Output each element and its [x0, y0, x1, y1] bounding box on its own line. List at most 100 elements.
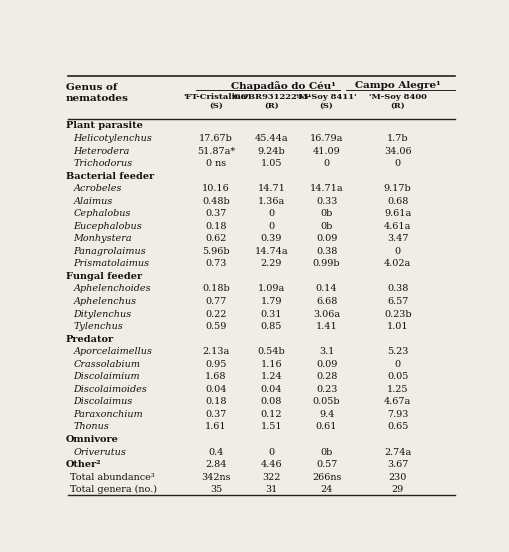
Text: 2.84: 2.84: [205, 460, 226, 469]
Text: 4.67a: 4.67a: [383, 397, 411, 406]
Text: 1.61: 1.61: [205, 422, 227, 432]
Text: 342ns: 342ns: [201, 473, 230, 481]
Text: 9.17b: 9.17b: [383, 184, 411, 193]
Text: 0.57: 0.57: [315, 460, 336, 469]
Text: 0.68: 0.68: [386, 197, 408, 206]
Text: 5.96b: 5.96b: [202, 247, 229, 256]
Text: 0.4: 0.4: [208, 448, 223, 457]
Text: 0.09: 0.09: [315, 235, 336, 243]
Text: 0.77: 0.77: [205, 297, 226, 306]
Text: Alaimus: Alaimus: [73, 197, 113, 206]
Text: 0.54b: 0.54b: [257, 347, 285, 356]
Text: 6.68: 6.68: [315, 297, 336, 306]
Text: 0: 0: [323, 159, 329, 168]
Text: Fungal feeder: Fungal feeder: [66, 272, 142, 281]
Text: 1.01: 1.01: [386, 322, 408, 331]
Text: 1.36a: 1.36a: [257, 197, 285, 206]
Text: 0.85: 0.85: [260, 322, 281, 331]
Text: 0.23b: 0.23b: [383, 310, 411, 319]
Text: 0.28: 0.28: [315, 372, 336, 381]
Text: 0b: 0b: [320, 448, 332, 457]
Text: 17.67b: 17.67b: [199, 134, 233, 143]
Text: 0: 0: [268, 209, 274, 218]
Text: Aphelenchus: Aphelenchus: [73, 297, 136, 306]
Text: 29: 29: [391, 485, 403, 494]
Text: Campo Alegre¹: Campo Alegre¹: [354, 81, 440, 89]
Text: 0 ns: 0 ns: [206, 159, 225, 168]
Text: 0: 0: [268, 448, 274, 457]
Text: 3.1: 3.1: [318, 347, 333, 356]
Text: 0: 0: [394, 247, 400, 256]
Text: Predator: Predator: [66, 335, 114, 344]
Text: 'GOBR93122243'
(R): 'GOBR93122243' (R): [231, 93, 310, 110]
Text: 0.08: 0.08: [260, 397, 281, 406]
Text: 0.65: 0.65: [386, 422, 408, 432]
Text: 0.22: 0.22: [205, 310, 226, 319]
Text: 0.38: 0.38: [386, 284, 408, 294]
Text: 2.74a: 2.74a: [383, 448, 411, 457]
Text: 7.93: 7.93: [386, 410, 408, 419]
Text: 0.12: 0.12: [260, 410, 281, 419]
Text: 230: 230: [388, 473, 406, 481]
Text: 4.61a: 4.61a: [383, 222, 411, 231]
Text: Helicotylenchus: Helicotylenchus: [73, 134, 152, 143]
Text: 1.79: 1.79: [260, 297, 281, 306]
Text: 0.33: 0.33: [315, 197, 336, 206]
Text: 51.87a*: 51.87a*: [196, 147, 235, 156]
Text: 0.38: 0.38: [315, 247, 336, 256]
Text: 31: 31: [265, 485, 277, 494]
Text: 14.71a: 14.71a: [309, 184, 343, 193]
Text: 3.06a: 3.06a: [313, 310, 340, 319]
Text: 0.09: 0.09: [315, 360, 336, 369]
Text: 10.16: 10.16: [202, 184, 230, 193]
Text: 322: 322: [262, 473, 280, 481]
Text: Prismatolaimus: Prismatolaimus: [73, 259, 150, 268]
Text: Discolaimium: Discolaimium: [73, 372, 140, 381]
Text: Total genera (no.): Total genera (no.): [70, 485, 156, 494]
Text: 1.7b: 1.7b: [386, 134, 408, 143]
Text: 2.29: 2.29: [260, 259, 281, 268]
Text: Cephalobus: Cephalobus: [73, 209, 131, 218]
Text: Bacterial feeder: Bacterial feeder: [66, 172, 154, 181]
Text: 0.04: 0.04: [205, 385, 226, 394]
Text: 41.09: 41.09: [312, 147, 340, 156]
Text: 34.06: 34.06: [383, 147, 411, 156]
Text: 0.31: 0.31: [260, 310, 281, 319]
Text: 1.16: 1.16: [260, 360, 281, 369]
Text: Aporcelaimellus: Aporcelaimellus: [73, 347, 152, 356]
Text: 266ns: 266ns: [312, 473, 341, 481]
Text: Omnivore: Omnivore: [66, 435, 119, 444]
Text: 0.62: 0.62: [205, 235, 226, 243]
Text: Genus of
nematodes: Genus of nematodes: [66, 83, 128, 103]
Text: Discolaimoides: Discolaimoides: [73, 385, 147, 394]
Text: 45.44a: 45.44a: [254, 134, 288, 143]
Text: 0.18b: 0.18b: [202, 284, 230, 294]
Text: 0: 0: [394, 159, 400, 168]
Text: 0b: 0b: [320, 222, 332, 231]
Text: Monhystera: Monhystera: [73, 235, 132, 243]
Text: Acrobeles: Acrobeles: [73, 184, 122, 193]
Text: Chapadão do Céu¹: Chapadão do Céu¹: [230, 81, 335, 91]
Text: 0.18: 0.18: [205, 222, 226, 231]
Text: 0.61: 0.61: [315, 422, 336, 432]
Text: 9.4: 9.4: [318, 410, 333, 419]
Text: 'FT-Cristalina'
(S): 'FT-Cristalina' (S): [183, 93, 248, 110]
Text: 24: 24: [320, 485, 332, 494]
Text: 0.18: 0.18: [205, 397, 226, 406]
Text: 1.09a: 1.09a: [257, 284, 285, 294]
Text: 1.68: 1.68: [205, 372, 226, 381]
Text: 0.48b: 0.48b: [202, 197, 230, 206]
Text: 0.05b: 0.05b: [312, 397, 340, 406]
Text: 14.74a: 14.74a: [254, 247, 288, 256]
Text: Crassolabium: Crassolabium: [73, 360, 140, 369]
Text: 1.05: 1.05: [260, 159, 281, 168]
Text: 0.39: 0.39: [260, 235, 281, 243]
Text: 16.79a: 16.79a: [309, 134, 343, 143]
Text: 0.37: 0.37: [205, 410, 226, 419]
Text: 14.71: 14.71: [257, 184, 285, 193]
Text: Trichodorus: Trichodorus: [73, 159, 133, 168]
Text: Paraxonchium: Paraxonchium: [73, 410, 143, 419]
Text: Thonus: Thonus: [73, 422, 109, 432]
Text: 9.24b: 9.24b: [257, 147, 285, 156]
Text: Other²: Other²: [66, 460, 101, 469]
